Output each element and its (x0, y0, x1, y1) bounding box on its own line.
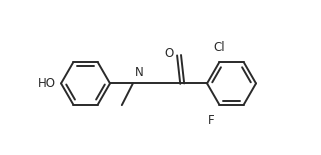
Text: HO: HO (38, 77, 56, 90)
Text: O: O (165, 46, 174, 60)
Text: N: N (134, 66, 143, 79)
Text: F: F (208, 114, 215, 127)
Text: Cl: Cl (213, 41, 225, 54)
